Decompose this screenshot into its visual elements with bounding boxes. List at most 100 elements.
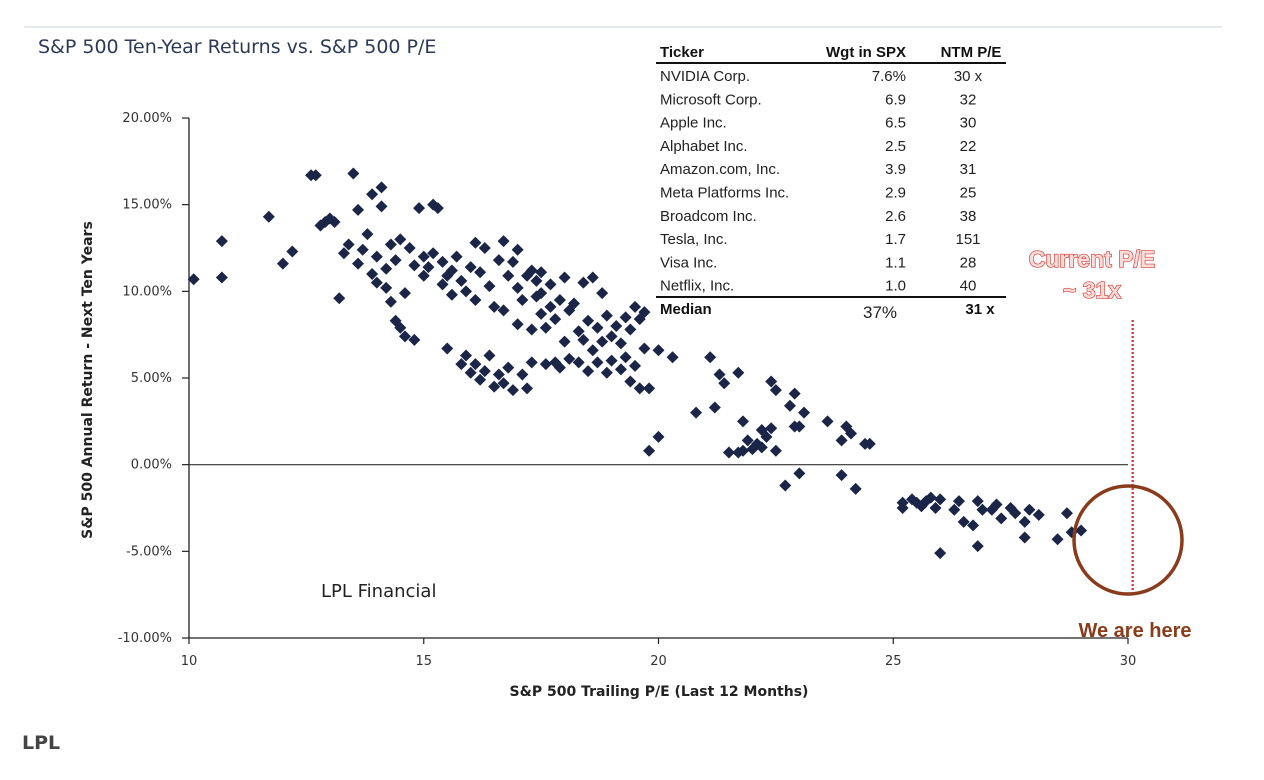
scatter-point [384,295,397,308]
scatter-point [380,281,393,294]
scatter-point [516,368,529,381]
scatter-point [624,323,637,336]
scatter-point [553,294,566,306]
scatter-point [896,502,909,514]
top-divider [24,26,1222,28]
y-tick-label: 20.00% [122,111,172,126]
scatter-point [506,384,519,397]
scatter-point [544,278,557,291]
table-footer-cell: Median [660,301,712,318]
x-tick-label: 20 [650,654,667,669]
scatter-chart: S&P 500 Ten-Year Returns vs. S&P 500 P/E… [38,36,1192,700]
table-cell: 6.5 [885,115,906,132]
scatter-point [356,243,369,256]
table-cell: 40 [960,278,977,295]
scatter-point [455,274,468,287]
table-cell: Amazon.com, Inc. [660,161,780,178]
scatter-point [422,261,435,274]
scatter-point [525,356,538,369]
table-cell: 30 x [954,68,983,85]
scatter-point [582,314,595,327]
scatter-point [737,415,750,428]
scatter-point [605,354,618,367]
scatter-point [337,247,350,260]
scatter-point [408,259,421,272]
scatter-point [652,430,665,443]
table-cell: 2.6 [885,208,906,225]
scatter-point [464,366,477,379]
scatter-point [643,444,656,457]
scatter-point [1018,531,1031,544]
table-cell: 30 [960,115,977,132]
table-header-cell: NTM P/E [941,44,1002,61]
scatter-point [619,351,632,364]
scatter-point [187,273,200,286]
scatter-point [436,255,449,268]
scatter-point [497,377,510,390]
scatter-point [539,358,552,371]
scatter-point [976,503,989,516]
scatter-point [370,250,383,263]
scatter-point [492,368,505,381]
scatter-point [417,269,430,282]
scatter-point [948,503,961,516]
table-cell: 6.9 [885,91,906,108]
scatter-point [567,297,580,310]
scatter-point [586,271,599,284]
scatter-point [737,444,750,457]
scatter-point [525,323,538,336]
scatter-point [1060,507,1073,520]
scatter-point [722,446,735,459]
scatter-point [596,335,609,348]
scatter-point [328,216,341,228]
scatter-point [666,351,679,364]
chart-title: S&P 500 Ten-Year Returns vs. S&P 500 P/E [38,36,436,58]
scatter-point [262,210,275,223]
scatter-point [417,250,430,263]
scatter-point [525,264,538,277]
axis-ticks [182,117,1129,644]
scatter-point [403,242,416,254]
scatter-point [398,330,411,343]
scatter-point [309,169,322,182]
table-cell: 151 [955,231,980,248]
scatter-point [347,167,360,180]
holdings-table: Ticker Wgt in SPX NTM P/E NVIDIA Corp. 7.6% 3… [656,44,1006,322]
scatter-point [436,278,449,291]
scatter-point [765,375,778,388]
table-cell: 22 [960,138,977,155]
scatter-point [375,200,388,213]
scatter-point [629,300,642,313]
table-cell: NVIDIA Corp. [660,68,750,85]
scatter-point [535,266,548,279]
scatter-point [600,309,613,322]
scatter-point [530,274,543,287]
table-cell: Meta Platforms Inc. [660,185,789,202]
table-cell: 2.9 [885,185,906,202]
scatter-point [614,337,627,350]
scatter-point [577,276,590,289]
table-cell: Broadcom Inc. [660,208,757,225]
scatter-point [276,257,289,270]
scatter-point [652,344,665,357]
scatter-point [1009,507,1022,520]
scatter-point [610,320,623,332]
scatter-point [591,321,604,334]
scatter-point [929,502,942,514]
scatter-point [624,375,637,388]
table-cell: Alphabet Inc. [660,138,748,155]
table-header-cell: Wgt in SPX [826,44,906,61]
current-pe-label: Current P/E [1029,246,1156,272]
scatter-point [474,266,487,279]
scatter-point [934,547,947,560]
scatter-point [558,335,571,348]
scatter-point [544,300,557,313]
scatter-point [535,287,548,300]
scatter-point [478,365,491,378]
scatter-point [469,236,482,249]
scatter-point [366,188,379,201]
scatter-point [389,254,402,267]
scatter-point [469,358,482,371]
scatter-point [600,366,613,379]
scatter-point [516,294,529,306]
